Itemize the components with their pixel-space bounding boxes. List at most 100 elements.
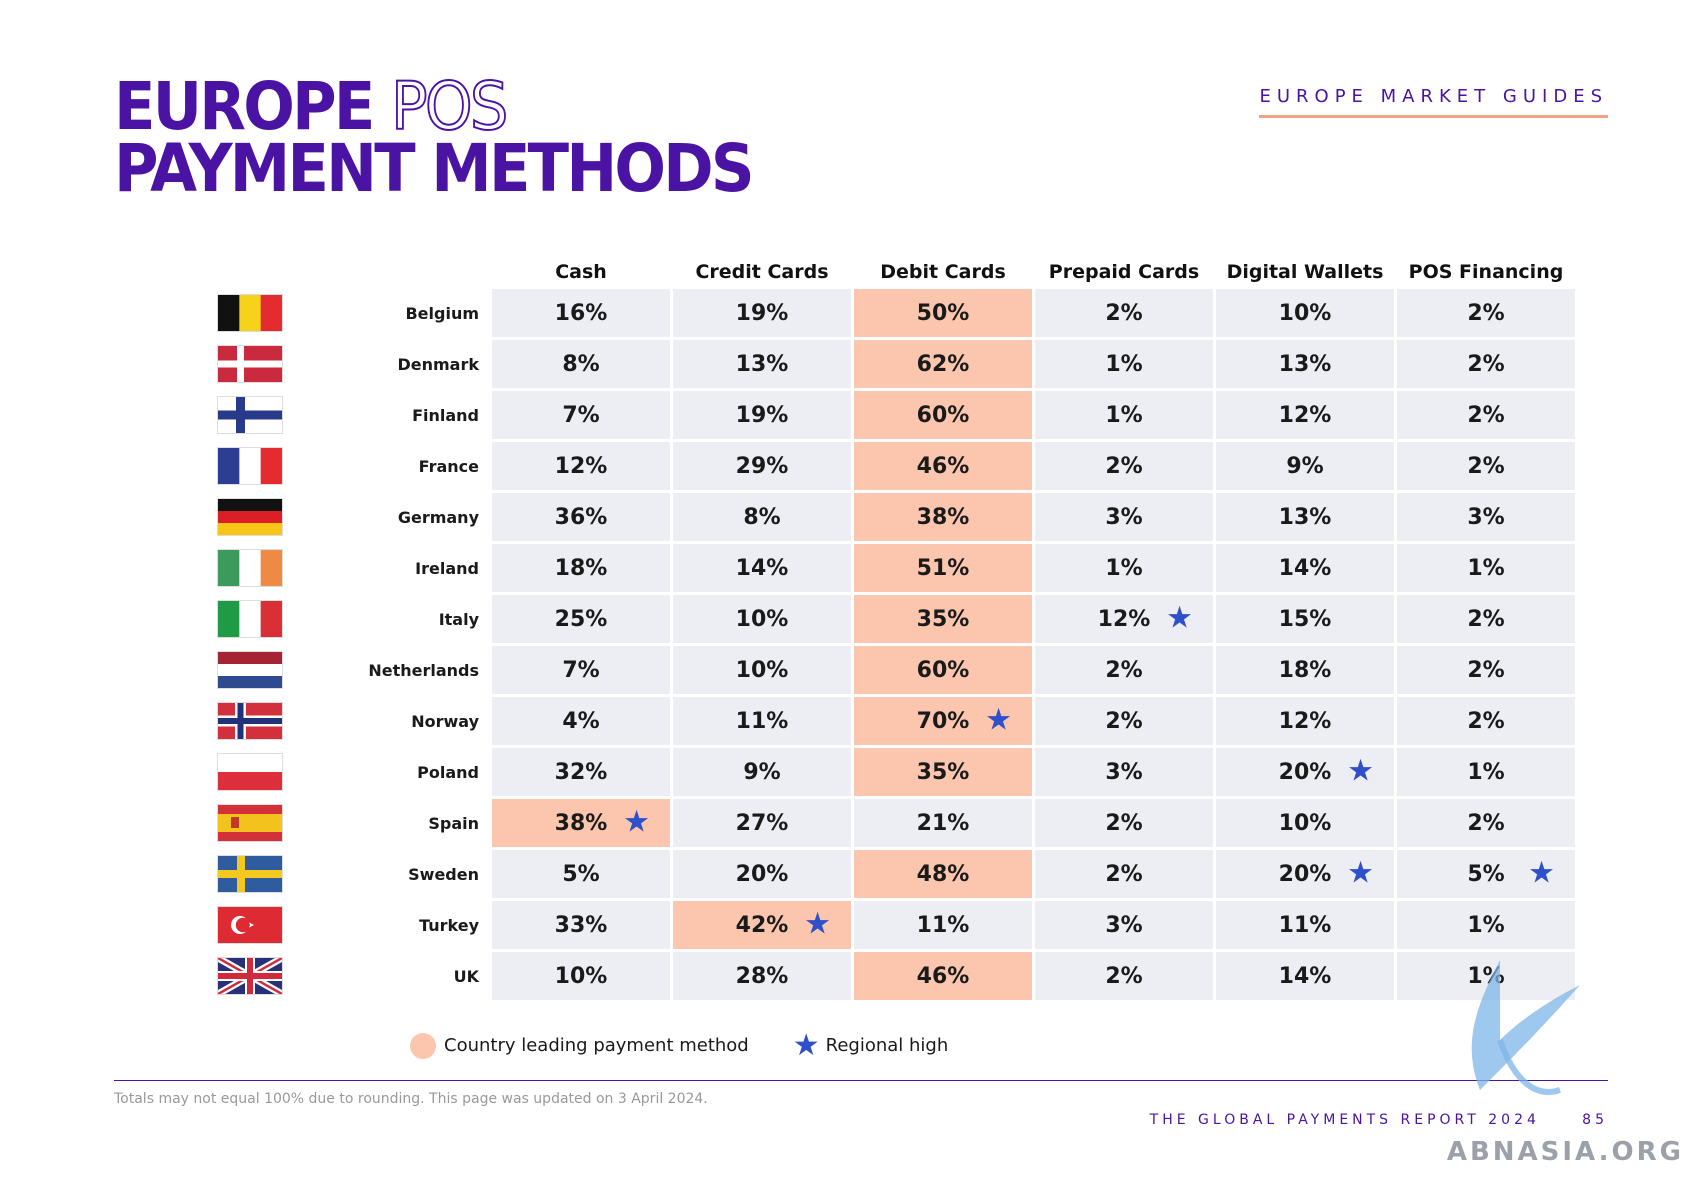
report-footer: THE GLOBAL PAYMENTS REPORT 2024 85 [1150, 1112, 1608, 1128]
cell-credit-cards: 8% [673, 493, 851, 541]
cell-debit-cards: 60% [854, 391, 1032, 439]
cell-value: 1% [1105, 351, 1143, 377]
cell-credit-cards: 9% [673, 748, 851, 796]
cell-pos-financing: 1% [1397, 544, 1575, 592]
cell-value: 11% [916, 912, 970, 938]
header-row: Cash Credit Cards Debit Cards Prepaid Ca… [215, 258, 1575, 286]
cell-credit-cards: 11% [673, 697, 851, 745]
star-icon: ★ [1347, 753, 1374, 789]
cell-cash: 7% [492, 391, 670, 439]
column-header-pos-financing: POS Financing [1408, 261, 1564, 283]
cell-value: 3% [1105, 504, 1143, 530]
cell-digital-wallets: 15% [1216, 595, 1394, 643]
poland-flag-icon [215, 748, 285, 796]
country-label: Finland [412, 405, 479, 425]
cell-digital-wallets: 20% ★ [1216, 850, 1394, 898]
title-line-payment-methods: PAYMENT METHODS [114, 130, 755, 207]
cell-value: 7% [562, 402, 600, 428]
page-number: 85 [1582, 1112, 1608, 1128]
cell-debit-cards: 21% [854, 799, 1032, 847]
cell-digital-wallets: 12% [1216, 697, 1394, 745]
star-icon: ★ [1166, 600, 1193, 636]
column-header-debit-cards: Debit Cards [880, 261, 1006, 283]
cell-value: 13% [735, 351, 789, 377]
star-icon: ★ [792, 1028, 820, 1063]
cell-value: 50% [916, 300, 970, 326]
uk-flag-icon [215, 952, 285, 1000]
cell-value: 20% [1278, 861, 1332, 887]
cell-cash: 32% [492, 748, 670, 796]
cell-debit-cards: 70% ★ [854, 697, 1032, 745]
cell-value: 12% [1278, 402, 1332, 428]
title-word-europe: EUROPE [114, 68, 375, 145]
cell-debit-cards: 50% [854, 289, 1032, 337]
cell-cash: 36% [492, 493, 670, 541]
country-label: Belgium [405, 303, 479, 323]
table-row-ireland: Ireland 18% 14% 51% 1% 14% 1% [215, 544, 1575, 592]
country-label: UK [453, 966, 479, 986]
cell-prepaid-cards: 3% [1035, 748, 1213, 796]
legend-lead-label: Country leading payment method [444, 1035, 749, 1056]
report-label: THE GLOBAL PAYMENTS REPORT 2024 [1149, 1112, 1540, 1128]
title-word-pos: POS [390, 68, 509, 145]
cell-prepaid-cards: 3% [1035, 493, 1213, 541]
cell-digital-wallets: 10% [1216, 289, 1394, 337]
cell-value: 21% [916, 810, 970, 836]
cell-value: 8% [743, 504, 781, 530]
table-row-belgium: Belgium 16% 19% 50% 2% 10% 2% [215, 289, 1575, 337]
cell-value: 2% [1467, 402, 1505, 428]
table-row-spain: Spain 38% ★ 27% 21% 2% 10% 2% [215, 799, 1575, 847]
cell-credit-cards: 10% [673, 595, 851, 643]
cell-pos-financing: 2% [1397, 340, 1575, 388]
section-label: EUROPE MARKET GUIDES [1259, 86, 1608, 118]
legend-lead-swatch [410, 1032, 436, 1059]
table-row-denmark: Denmark 8% 13% 62% 1% 13% 2% [215, 340, 1575, 388]
cell-pos-financing: 2% [1397, 646, 1575, 694]
cell-digital-wallets: 12% [1216, 391, 1394, 439]
cell-pos-financing: 2% [1397, 697, 1575, 745]
cell-value: 10% [554, 963, 608, 989]
table-row-finland: Finland 7% 19% 60% 1% 12% 2% [215, 391, 1575, 439]
cell-value: 19% [735, 300, 789, 326]
cell-pos-financing: 1% [1397, 901, 1575, 949]
table-row-poland: Poland 32% 9% 35% 3% 20% ★ 1% [215, 748, 1575, 796]
column-header-prepaid-cards: Prepaid Cards [1048, 261, 1200, 283]
country-label: Poland [417, 762, 479, 782]
cell-value: 5% [562, 861, 600, 887]
cell-cash: 4% [492, 697, 670, 745]
italy-flag-icon [215, 595, 285, 643]
cell-value: 2% [1105, 657, 1143, 683]
cell-value: 2% [1105, 963, 1143, 989]
cell-value: 25% [554, 606, 608, 632]
footnote: Totals may not equal 100% due to roundin… [114, 1091, 708, 1107]
finland-flag-icon [215, 391, 285, 439]
cell-value: 38% [916, 504, 970, 530]
flag-column-header [215, 258, 285, 286]
cell-prepaid-cards: 2% [1035, 799, 1213, 847]
cell-prepaid-cards: 2% [1035, 289, 1213, 337]
denmark-flag-icon [215, 340, 285, 388]
star-icon: ★ [1528, 855, 1555, 891]
cell-value: 19% [735, 402, 789, 428]
cell-value: 2% [1467, 657, 1505, 683]
cell-digital-wallets: 14% [1216, 952, 1394, 1000]
table-row-netherlands: Netherlands 7% 10% 60% 2% 18% 2% [215, 646, 1575, 694]
cell-credit-cards: 28% [673, 952, 851, 1000]
country-label: Norway [411, 711, 479, 731]
cell-pos-financing: 2% [1397, 391, 1575, 439]
cell-prepaid-cards: 1% [1035, 544, 1213, 592]
cell-digital-wallets: 20% ★ [1216, 748, 1394, 796]
cell-pos-financing: 2% [1397, 289, 1575, 337]
cell-value: 3% [1467, 504, 1505, 530]
cell-value: 20% [1278, 759, 1332, 785]
cell-value: 16% [554, 300, 608, 326]
cell-pos-financing: 2% [1397, 442, 1575, 490]
cell-prepaid-cards: 1% [1035, 391, 1213, 439]
germany-flag-icon [215, 493, 285, 541]
cell-value: 14% [1278, 555, 1332, 581]
cell-value: 9% [743, 759, 781, 785]
cell-value: 2% [1105, 861, 1143, 887]
table-body: Belgium 16% 19% 50% 2% 10% 2% Denmark 8% 13% 62% 1%… [215, 289, 1575, 1000]
cell-value: 29% [735, 453, 789, 479]
cell-value: 60% [916, 402, 970, 428]
